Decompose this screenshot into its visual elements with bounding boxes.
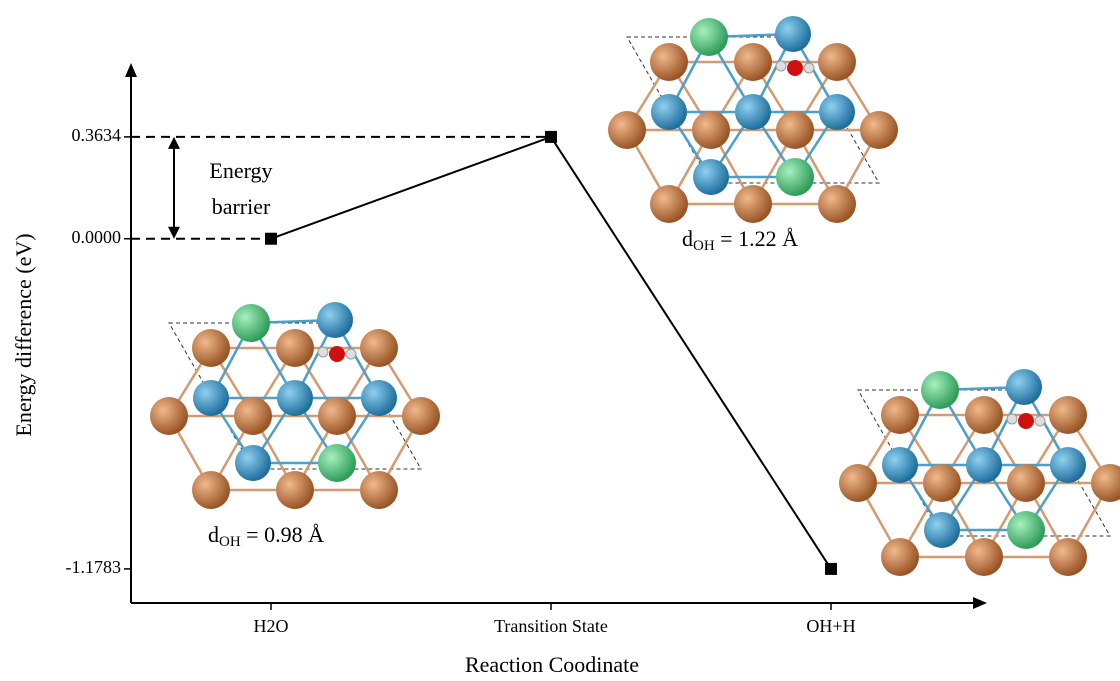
atom (860, 111, 898, 149)
structures (150, 16, 1120, 576)
atom (234, 397, 272, 435)
atom (329, 346, 345, 362)
marker (265, 233, 277, 245)
atom (818, 185, 856, 223)
atom (192, 471, 230, 509)
atom (361, 380, 397, 416)
arrow-head (168, 227, 180, 239)
atom (651, 94, 687, 130)
atom (318, 397, 356, 435)
atom (192, 329, 230, 367)
atom (776, 61, 786, 71)
annotation-text: = 0.98 Å (241, 522, 324, 547)
atom (965, 396, 1003, 434)
atom (882, 447, 918, 483)
atom (650, 43, 688, 81)
atom (775, 16, 811, 52)
y-tick-label: 0.3634 (72, 125, 122, 145)
axis-arrow (973, 597, 987, 609)
atom (818, 43, 856, 81)
chart: Energy difference (eV) Reaction Coodinat… (0, 0, 1120, 681)
atom (881, 538, 919, 576)
atom (1007, 414, 1017, 424)
atom (776, 158, 814, 196)
atom (881, 396, 919, 434)
annotation: dOH = 1.22 Å (682, 226, 798, 254)
x-tick-label: H2O (254, 616, 289, 636)
marker (545, 131, 557, 143)
marker (825, 563, 837, 575)
atom (1007, 511, 1045, 549)
y-tick-label: -1.1783 (66, 557, 122, 577)
atom (193, 380, 229, 416)
atom (804, 63, 814, 73)
atom (318, 347, 328, 357)
atom (692, 111, 730, 149)
annotation-text: = 1.22 Å (715, 226, 798, 251)
annotation-symbol: d (208, 522, 219, 547)
x-tick-label: Transition State (494, 616, 608, 636)
atom (734, 185, 772, 223)
atom (650, 185, 688, 223)
annotation-symbol: d (682, 226, 693, 251)
atom (318, 444, 356, 482)
atom (966, 447, 1002, 483)
atom (317, 302, 353, 338)
annotation: dOH = 0.98 Å (208, 522, 324, 550)
atom (819, 94, 855, 130)
atom (693, 159, 729, 195)
axis-arrow (125, 63, 137, 77)
annotation: Energy (209, 158, 272, 183)
atom (276, 471, 314, 509)
atom (277, 380, 313, 416)
atom (787, 60, 803, 76)
atom (235, 445, 271, 481)
atom (921, 371, 959, 409)
annotation: barrier (212, 194, 271, 219)
atom (1050, 447, 1086, 483)
atom (1006, 369, 1042, 405)
atom (346, 349, 356, 359)
atom (965, 538, 1003, 576)
y-axis-title: Energy difference (eV) (11, 233, 36, 436)
atom (232, 304, 270, 342)
atom (690, 18, 728, 56)
atom (360, 329, 398, 367)
atom (276, 329, 314, 367)
atom (734, 43, 772, 81)
x-axis-title: Reaction Coodinate (465, 652, 639, 677)
atom (150, 397, 188, 435)
atom (776, 111, 814, 149)
annotation-subscript: OH (693, 238, 715, 254)
atom (1091, 464, 1120, 502)
atom (402, 397, 440, 435)
atom (1018, 413, 1034, 429)
annotation-subscript: OH (219, 534, 241, 550)
atom (735, 94, 771, 130)
atom (1049, 396, 1087, 434)
atom (1007, 464, 1045, 502)
atom (1049, 538, 1087, 576)
atom (1035, 416, 1045, 426)
atom (608, 111, 646, 149)
y-tick-label: 0.0000 (72, 227, 122, 247)
atom (924, 512, 960, 548)
x-tick-label: OH+H (806, 616, 855, 636)
arrow-head (168, 137, 180, 149)
atom (360, 471, 398, 509)
atom (839, 464, 877, 502)
atom (923, 464, 961, 502)
